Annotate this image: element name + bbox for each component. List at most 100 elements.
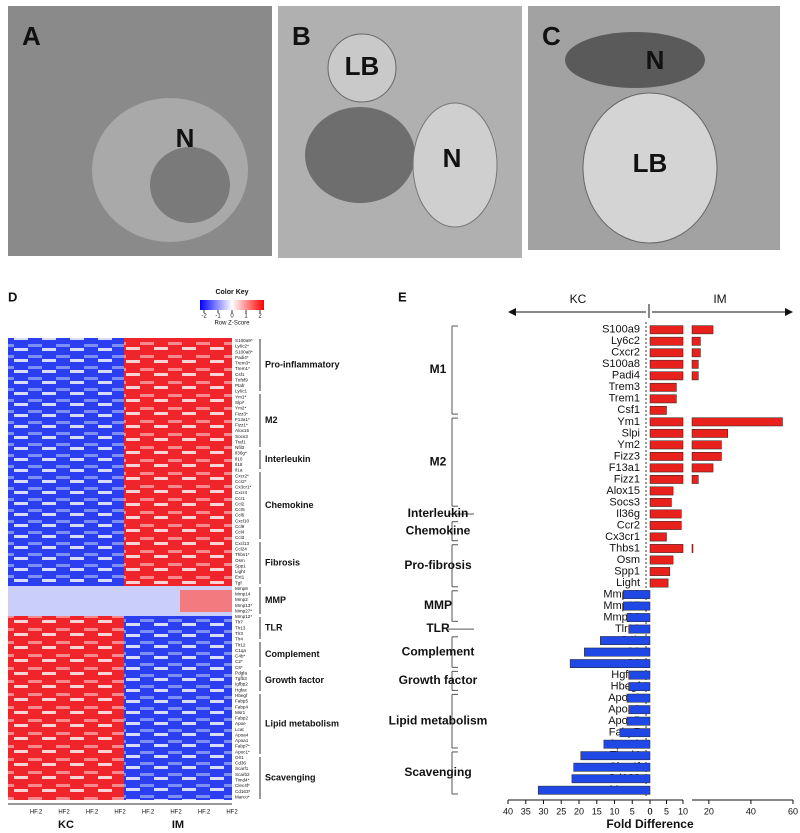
group-label: Complement [402, 644, 475, 658]
row-label: Apoe [235, 721, 246, 726]
bar [649, 555, 674, 565]
row-label: Clec4f* [235, 783, 250, 788]
row-label: Msr1 [235, 710, 246, 715]
row-label: Fabp2 [235, 716, 248, 721]
x-tick-label: 40 [503, 806, 513, 816]
group-label: MMP [265, 595, 286, 605]
x-tick-label: 0 [647, 806, 652, 816]
group-label: Pro-fibrosis [404, 558, 472, 572]
category-label: Trem1 [609, 393, 640, 405]
bar [649, 417, 684, 427]
bar [649, 394, 677, 404]
row-label: Light [235, 569, 246, 574]
group-label: Growth factor [265, 675, 324, 685]
x-tick-label: 25 [556, 806, 566, 816]
heatmap-body [8, 338, 232, 805]
row-label: C2* [235, 659, 243, 664]
column-label: HF2 [114, 810, 126, 816]
bar [626, 693, 651, 703]
category-label: Thbs1 [609, 542, 640, 554]
row-label: Trem1* [235, 366, 250, 371]
category-label: Ccr2 [617, 519, 640, 531]
bar [623, 601, 651, 611]
category-label: Cx3cr1 [605, 531, 640, 543]
row-label: F13a1* [235, 417, 250, 422]
row-label: Mmp27* [235, 608, 252, 613]
group-label: Complement [265, 649, 320, 659]
bar-continued [691, 475, 699, 484]
group-label: TLR [265, 622, 283, 632]
bar [600, 636, 651, 645]
row-label: Il1a [235, 468, 243, 473]
bar [649, 486, 674, 496]
x-axis-label: Fold Difference [606, 817, 694, 831]
category-label: Light [616, 577, 640, 589]
row-label: Apoa4 [235, 732, 249, 737]
row-label: Ccl6 [235, 513, 245, 518]
row-label: Ly6c1 [235, 389, 248, 394]
row-label: Ccr5 [235, 507, 245, 512]
row-label: Cd163* [235, 789, 251, 794]
x-tick-label: 30 [538, 806, 548, 816]
x-tick-label: 35 [521, 806, 531, 816]
row-label: Ccr1 [235, 496, 245, 501]
bar [628, 682, 651, 692]
color-key-gradient [200, 300, 264, 310]
bar [649, 359, 684, 369]
bar [626, 613, 651, 622]
annotation: LB [345, 51, 380, 81]
group-label: M2 [265, 415, 278, 425]
panel-label: E [398, 289, 407, 304]
bar-continued [691, 325, 714, 335]
bar-continued [691, 428, 729, 438]
color-key-tick-label: -2 [201, 314, 207, 320]
column-label: HF.2 [30, 810, 43, 816]
column-label: HF.2 [86, 810, 99, 816]
row-label: Csf1 [235, 372, 245, 377]
x-tick-label: 10 [678, 806, 688, 816]
row-label: Tlr13 [235, 625, 246, 630]
category-label: Ym1 [617, 416, 640, 428]
row-label: Spp1 [235, 563, 246, 568]
group-label: Lipid metabolism [265, 718, 339, 728]
group-label: Growth factor [399, 673, 478, 687]
category-label: Csf1 [617, 404, 640, 416]
group-label: Chemokine [406, 523, 471, 537]
row-label: Ccl24 [235, 546, 247, 551]
arrowhead [508, 308, 516, 316]
x-tick-label: 40 [746, 806, 756, 816]
row-label: Scarb2 [235, 772, 250, 777]
row-label: Mmp12* [235, 614, 252, 619]
bar [649, 371, 684, 381]
micrograph-a [8, 6, 272, 256]
row-label: Il18 [235, 462, 243, 467]
bar [649, 451, 684, 461]
panel-label: B [292, 21, 311, 51]
group-label: TLR [426, 621, 450, 635]
bar [649, 348, 684, 358]
row-label: Tgfb3 [235, 676, 247, 681]
annotation: N [176, 123, 195, 153]
row-label: C1qa [235, 648, 246, 653]
row-label: Mmp2 [235, 597, 248, 602]
row-label: Alox15 [235, 428, 249, 433]
bar-continued [691, 417, 783, 427]
group-label: Interleukin [408, 506, 469, 520]
bar [649, 336, 684, 346]
category-label: Padi4 [612, 370, 640, 382]
category-label: Cxcr2 [611, 347, 640, 359]
bar-continued [691, 348, 701, 358]
x-tick-label: 0 [647, 806, 652, 816]
category-label: Alox15 [606, 485, 640, 497]
category-label: S100a9 [602, 324, 640, 336]
row-label: Fizz3* [235, 411, 248, 416]
bar [649, 509, 682, 519]
row-label: Fabp5 [235, 699, 248, 704]
row-label: Tlr7 [235, 620, 243, 625]
row-label: Socs3 [235, 434, 248, 439]
row-label: Timd4* [235, 777, 250, 782]
column-label: HF.2 [142, 810, 155, 816]
bar [649, 532, 667, 542]
x-tick-label: 20 [704, 806, 714, 816]
bar [628, 624, 651, 634]
